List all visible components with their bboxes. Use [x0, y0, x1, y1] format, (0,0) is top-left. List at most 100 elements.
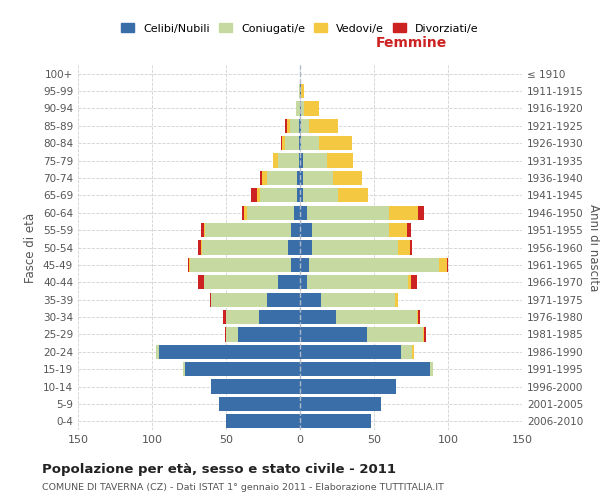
Bar	[367, 328, 423, 342]
Bar	[309, 118, 338, 133]
Bar	[285, 136, 299, 150]
Bar	[300, 292, 321, 307]
Bar	[183, 362, 185, 376]
Bar	[211, 292, 268, 307]
Bar	[446, 258, 448, 272]
Bar	[190, 258, 291, 272]
Bar	[326, 154, 353, 168]
Bar	[301, 136, 319, 150]
Bar	[247, 206, 294, 220]
Bar	[299, 84, 300, 98]
Bar	[321, 292, 395, 307]
Bar	[300, 240, 312, 254]
Bar	[257, 188, 260, 202]
Bar	[282, 136, 285, 150]
Bar	[418, 310, 420, 324]
Bar	[274, 154, 278, 168]
Bar	[338, 188, 368, 202]
Text: COMUNE DI TAVERNA (CZ) - Dati ISTAT 1° gennaio 2011 - Elaborazione TUTTITALIA.IT: COMUNE DI TAVERNA (CZ) - Dati ISTAT 1° g…	[42, 484, 444, 492]
Bar	[238, 328, 300, 342]
Bar	[395, 292, 398, 307]
Bar	[300, 362, 430, 376]
Bar	[319, 136, 352, 150]
Bar	[312, 240, 398, 254]
Bar	[204, 223, 205, 237]
Bar	[299, 154, 300, 168]
Bar	[202, 240, 288, 254]
Bar	[300, 275, 307, 289]
Bar	[300, 414, 371, 428]
Bar	[244, 206, 247, 220]
Bar	[259, 310, 300, 324]
Bar	[424, 328, 426, 342]
Bar	[224, 328, 226, 342]
Bar	[389, 206, 418, 220]
Bar	[291, 258, 300, 272]
Bar	[297, 188, 300, 202]
Bar	[301, 118, 309, 133]
Bar	[300, 344, 401, 359]
Bar	[407, 223, 411, 237]
Bar	[260, 171, 262, 185]
Bar	[401, 344, 412, 359]
Bar	[226, 310, 259, 324]
Bar	[303, 171, 332, 185]
Bar	[300, 380, 396, 394]
Bar	[332, 171, 362, 185]
Bar	[303, 154, 326, 168]
Bar	[285, 118, 287, 133]
Bar	[411, 275, 417, 289]
Bar	[307, 275, 408, 289]
Bar	[312, 223, 389, 237]
Y-axis label: Fasce di età: Fasce di età	[25, 212, 37, 282]
Bar	[300, 223, 312, 237]
Bar	[304, 102, 319, 116]
Bar	[410, 240, 412, 254]
Bar	[300, 188, 303, 202]
Bar	[300, 84, 301, 98]
Bar	[211, 380, 300, 394]
Text: Femmine: Femmine	[376, 36, 446, 51]
Bar	[198, 275, 204, 289]
Bar	[262, 171, 268, 185]
Bar	[423, 328, 424, 342]
Bar	[157, 344, 160, 359]
Bar	[430, 362, 433, 376]
Bar	[408, 275, 411, 289]
Bar	[294, 206, 300, 220]
Bar	[251, 188, 257, 202]
Bar	[389, 223, 407, 237]
Bar	[291, 223, 300, 237]
Bar	[290, 118, 299, 133]
Bar	[412, 344, 414, 359]
Bar	[281, 136, 282, 150]
Bar	[260, 188, 297, 202]
Bar	[309, 258, 439, 272]
Bar	[297, 171, 300, 185]
Bar	[439, 258, 446, 272]
Bar	[226, 328, 238, 342]
Bar	[300, 397, 382, 411]
Bar	[300, 258, 309, 272]
Bar	[198, 240, 201, 254]
Bar	[418, 206, 424, 220]
Bar	[296, 102, 300, 116]
Bar	[303, 188, 338, 202]
Bar	[301, 84, 304, 98]
Bar	[268, 292, 300, 307]
Bar	[300, 328, 367, 342]
Bar	[300, 154, 303, 168]
Bar	[185, 362, 300, 376]
Bar	[300, 171, 303, 185]
Bar	[268, 171, 297, 185]
Bar	[210, 292, 211, 307]
Text: Popolazione per età, sesso e stato civile - 2011: Popolazione per età, sesso e stato civil…	[42, 462, 396, 475]
Bar	[242, 206, 244, 220]
Y-axis label: Anni di nascita: Anni di nascita	[587, 204, 600, 291]
Bar	[205, 223, 291, 237]
Bar	[201, 240, 202, 254]
Bar	[278, 275, 300, 289]
Bar	[299, 136, 300, 150]
Bar	[417, 310, 418, 324]
Legend: Celibi/Nubili, Coniugati/e, Vedovi/e, Divorziati/e: Celibi/Nubili, Coniugati/e, Vedovi/e, Di…	[121, 23, 479, 34]
